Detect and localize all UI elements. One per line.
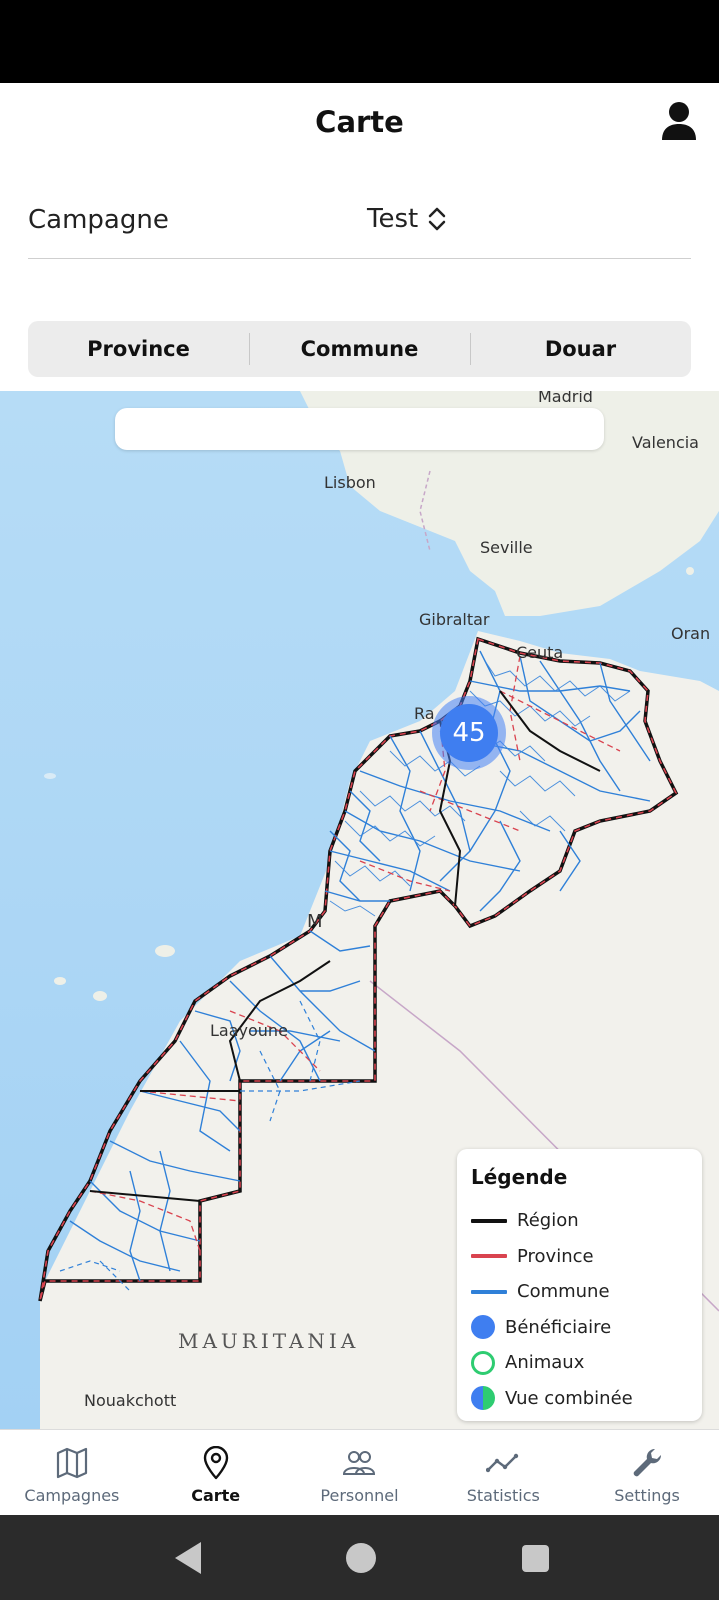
legend-label: Province [517, 1245, 594, 1267]
legend-item-region: Région [471, 1203, 688, 1239]
map-label-nouakchott: Nouakchott [84, 1391, 177, 1410]
segment-douar[interactable]: Douar [470, 321, 691, 377]
tab-label: Settings [614, 1486, 680, 1505]
campaign-value: Test [367, 204, 419, 234]
map-icon [56, 1447, 87, 1479]
legend-label: Animaux [505, 1352, 585, 1374]
tab-statistics[interactable]: Statistics [431, 1430, 575, 1515]
recent-apps-icon[interactable] [522, 1545, 549, 1572]
combined-half-dot-icon [471, 1386, 495, 1411]
region-line-icon [471, 1211, 507, 1231]
map-label-ceuta: Ceuta [516, 643, 564, 662]
campaign-label: Campagne [28, 205, 169, 235]
tab-settings[interactable]: Settings [575, 1430, 719, 1515]
tab-label: Statistics [466, 1486, 540, 1505]
campaign-row: Campagne Test [28, 195, 691, 259]
legend-item-beneficiaire: Bénéficiaire [471, 1310, 688, 1346]
map-label-gibraltar: Gibraltar [419, 610, 490, 629]
map-label-oran: Oran [671, 624, 711, 643]
legend-label: Vue combinée [505, 1387, 633, 1409]
campaign-select[interactable]: Test [367, 199, 448, 239]
status-bar [0, 0, 719, 83]
level-segmented-control: Province Commune Douar [28, 321, 691, 377]
trend-icon [486, 1453, 519, 1473]
beneficiary-dot-icon [471, 1315, 495, 1340]
legend-label: Bénéficiaire [505, 1316, 612, 1338]
map-search-input[interactable] [115, 408, 604, 450]
user-icon [662, 102, 696, 140]
page-title: Carte [315, 105, 404, 139]
map-label-seville: Seville [480, 538, 533, 557]
map-label-lisbon: Lisbon [324, 473, 376, 492]
beneficiary-cluster-marker[interactable]: 45 [432, 696, 506, 770]
legend-item-animaux: Animaux [471, 1345, 688, 1381]
cluster-count: 45 [440, 704, 498, 762]
map-label-laayoune: Laayoune [210, 1021, 288, 1040]
tab-carte[interactable]: Carte [144, 1430, 288, 1515]
chevron-updown-icon [428, 207, 446, 231]
map-legend: Légende Région Province Commune Bénéfici… [457, 1149, 702, 1421]
tab-label: Personnel [320, 1486, 399, 1505]
legend-label: Commune [517, 1281, 610, 1303]
home-icon[interactable] [346, 1543, 376, 1573]
tab-label: Carte [191, 1486, 241, 1505]
map-label-mauritania: MAURITANIA [178, 1329, 360, 1353]
tab-campagnes[interactable]: Campagnes [0, 1430, 144, 1515]
profile-button[interactable] [660, 100, 698, 142]
bottom-tab-bar: Campagnes Carte Personnel Statistics [0, 1429, 719, 1515]
map-label-morocco: M [307, 911, 323, 932]
animal-ring-icon [471, 1350, 495, 1375]
back-icon[interactable] [173, 1540, 203, 1576]
province-line-icon [471, 1246, 507, 1266]
commune-line-icon [471, 1282, 507, 1302]
map-label-valencia: Valencia [632, 433, 699, 452]
legend-title: Légende [471, 1165, 568, 1189]
map-label-rabat: Ra [414, 704, 435, 723]
legend-label: Région [517, 1210, 579, 1232]
tab-label: Campagnes [24, 1486, 120, 1505]
legend-item-commune: Commune [471, 1274, 688, 1310]
segment-commune[interactable]: Commune [249, 321, 470, 377]
wrench-icon [633, 1448, 662, 1477]
app-header: Carte [0, 83, 719, 161]
legend-item-vue-combinee: Vue combinée [471, 1381, 688, 1417]
people-icon [343, 1451, 376, 1475]
tab-personnel[interactable]: Personnel [288, 1430, 432, 1515]
segment-province[interactable]: Province [87, 337, 190, 361]
pin-icon [203, 1446, 228, 1480]
map-label-madrid: Madrid [538, 391, 593, 406]
legend-item-province: Province [471, 1239, 688, 1275]
